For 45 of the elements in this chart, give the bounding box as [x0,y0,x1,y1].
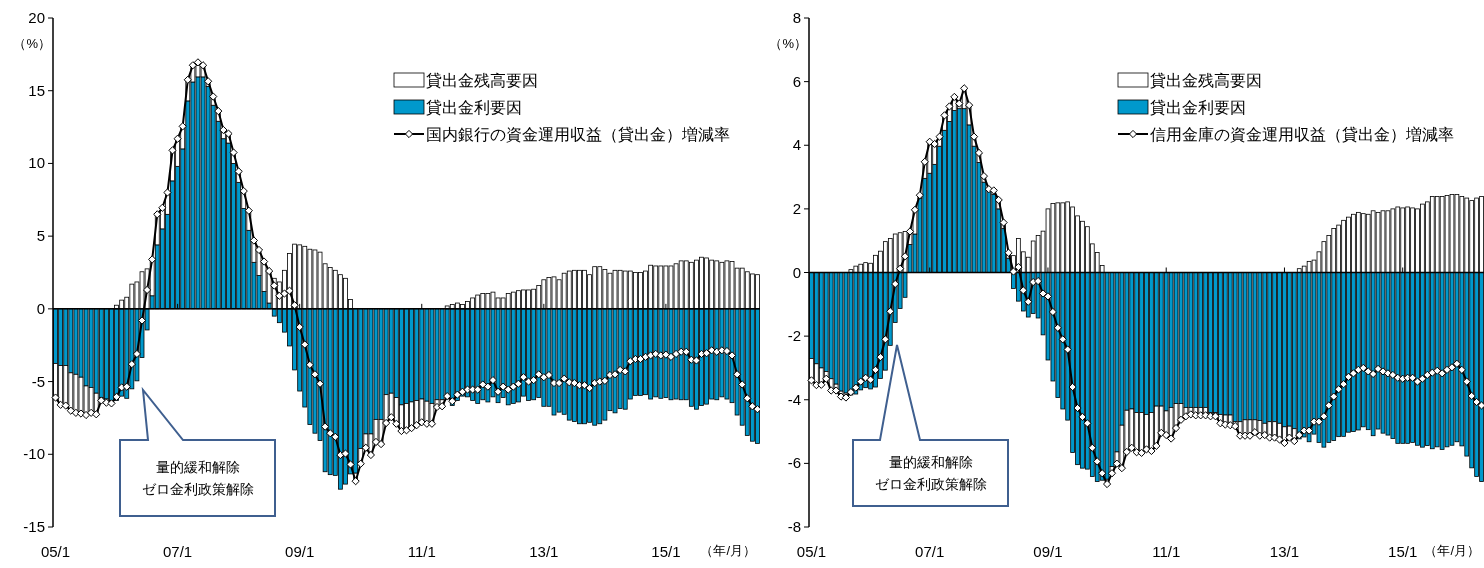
y-tick-label: 0 [792,263,801,281]
x-axis-title: （年/月） [700,543,756,558]
x-tick-label: 09/1 [1033,543,1063,560]
legend-label: 信用金庫の資金運用収益（貸出金）増減率 [1150,126,1454,143]
y-tick-label: 4 [792,136,801,154]
y-tick-label: -10 [23,445,45,463]
y-axis-title: （%） [13,36,51,51]
x-axis-title: （年/月） [1424,543,1480,558]
x-tick-label: 05/1 [40,543,71,560]
x-tick-label: 09/1 [285,543,315,560]
annotation: ゼロ金利政策解除 [874,476,987,492]
legend-label: 貸出金残高要因 [426,72,538,89]
legend-label: 貸出金利要因 [1150,99,1246,116]
annotation: 量的緩和解除 [155,459,240,475]
y-axis-title: （%） [769,36,807,51]
y-tick-label: -15 [23,518,45,535]
y-tick-label: 5 [36,227,45,245]
y-tick-label: -6 [787,454,801,472]
x-tick-label: 11/1 [1152,543,1181,560]
y-tick-label: -8 [787,518,801,535]
y-tick-label: -5 [31,372,45,390]
y-tick-label: -4 [787,390,801,408]
x-tick-label: 11/1 [407,543,436,560]
legend-label: 国内銀行の資金運用収益（貸出金）増減率 [426,126,730,143]
y-tick-label: -2 [787,327,801,345]
y-tick-label: 6 [792,72,801,90]
x-tick-label: 13/1 [529,543,559,560]
y-tick-label: 0 [36,299,45,317]
y-tick-label: 15 [28,81,45,99]
x-tick-label: 15/1 [651,543,681,560]
callout: 量的緩和解除 ゼロ金利政策解除 [119,386,276,517]
x-tick-label: 13/1 [1269,543,1300,560]
x-tick-label: 15/1 [1388,543,1418,560]
legend-label: 貸出金利要因 [426,99,522,116]
annotation: 量的緩和解除 [888,454,973,470]
legend-label: 貸出金残高要因 [1150,72,1262,89]
y-tick-label: 10 [28,154,45,172]
annotation: ゼロ金利政策解除 [141,481,254,497]
y-tick-label: 20 [28,9,45,26]
y-tick-label: 8 [792,9,801,26]
x-tick-label: 07/1 [163,543,193,560]
x-tick-label: 05/1 [796,543,827,560]
callout: 量的緩和解除 ゼロ金利政策解除 [852,344,1009,507]
y-tick-label: 2 [792,199,801,217]
x-tick-label: 07/1 [915,543,945,560]
